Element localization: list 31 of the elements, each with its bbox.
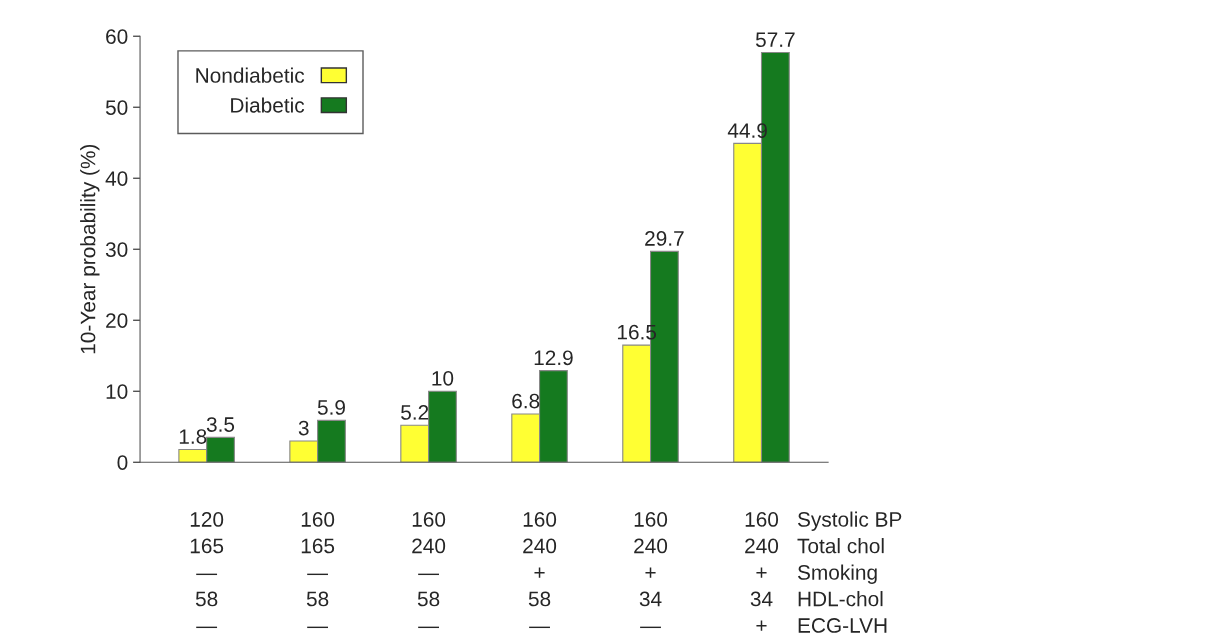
data-label: 3.5 [206, 417, 235, 432]
y-tick-label: 20 [106, 313, 128, 328]
y-tick-label: 30 [105, 242, 128, 257]
legend-label: Nondiabetic [196, 67, 305, 83]
y-tick-label: 10 [106, 384, 128, 399]
x-tick-label: 160 240 + 34 + [745, 512, 779, 631]
y-tick-label: 60 [106, 29, 128, 44]
data-label: 6.8 [512, 393, 540, 409]
data-label: 29.7 [645, 231, 684, 246]
data-label: 5.2 [401, 405, 429, 420]
data-label: 12.9 [534, 350, 573, 366]
x-tick-label: 160 240 + 58 — [523, 512, 557, 629]
y-axis-title: 10-Year probability (%) [80, 144, 100, 354]
data-label: 3 [298, 420, 309, 436]
text: Smoking [797, 564, 877, 584]
x-tick-label: 120 165 — 58 — [190, 512, 224, 629]
data-label: 57.7 [755, 32, 795, 48]
data-label: 10 [432, 370, 454, 386]
text: HDL-chol [798, 591, 883, 607]
y-tick-label: 40 [105, 171, 128, 186]
data-label: 5.9 [317, 400, 345, 415]
y-tick-label: 0 [117, 455, 128, 470]
text: Systolic BP [797, 511, 902, 531]
x-tick-label: 160 240 + 34 — [634, 512, 668, 629]
text: Total chol [797, 538, 884, 554]
x-tick-label: 160 240 — 58 — [412, 512, 446, 629]
legend-label: Diabetic [231, 97, 305, 113]
y-tick-label: 50 [105, 100, 128, 115]
text: ECG-LVH [798, 618, 887, 633]
data-label: 1.8 [179, 429, 207, 444]
x-tick-label: 160 165 — 58 — [301, 512, 335, 629]
